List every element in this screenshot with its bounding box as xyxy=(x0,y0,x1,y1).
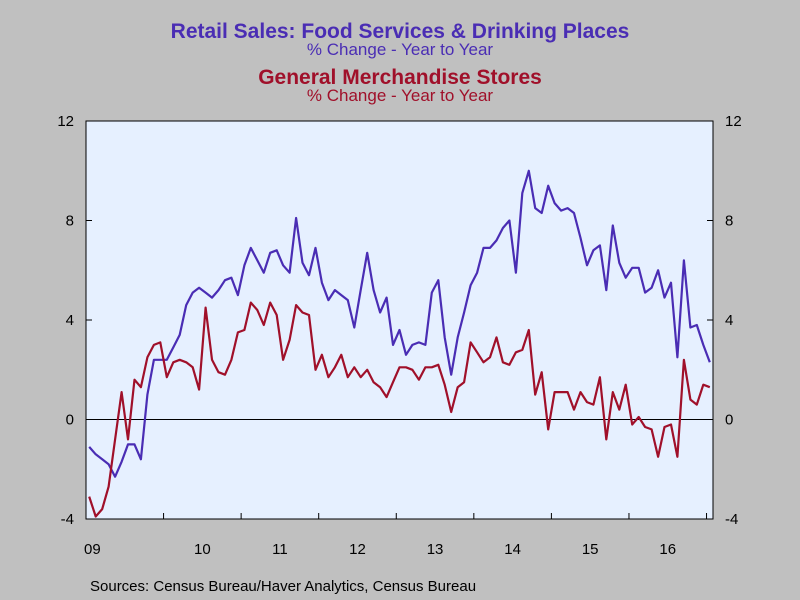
y-tick-label-left: 4 xyxy=(66,312,74,329)
x-tick-label: 10 xyxy=(194,541,211,558)
y-tick-label-left: 0 xyxy=(66,412,74,429)
series-line-general-merchandise xyxy=(88,301,711,518)
y-tick-label-right: 12 xyxy=(725,113,742,130)
series2-title: General Merchandise Stores xyxy=(258,66,542,89)
y-tick-label-right: 0 xyxy=(725,412,733,429)
x-tick-label: 13 xyxy=(427,541,444,558)
series1-subtitle: % Change - Year to Year xyxy=(306,40,494,59)
plot-area xyxy=(85,120,714,520)
y-tick-label-right: 8 xyxy=(725,213,733,230)
series-line-food-services xyxy=(88,169,711,478)
x-tick-label: 15 xyxy=(582,541,599,558)
source-note: Sources: Census Bureau/Haver Analytics, … xyxy=(90,578,477,595)
y-tick-label-left: 8 xyxy=(66,213,74,230)
x-tick-label: 14 xyxy=(504,541,521,558)
series2-subtitle: % Change - Year to Year xyxy=(306,86,494,105)
y-tick-label-left: 12 xyxy=(57,113,74,130)
x-tick-label: 09 xyxy=(84,541,101,558)
x-tick-label: 16 xyxy=(659,541,676,558)
y-tick-label-left: -4 xyxy=(61,511,74,528)
series1-title: Retail Sales: Food Services & Drinking P… xyxy=(170,20,630,43)
y-tick-label-right: 4 xyxy=(725,312,733,329)
x-tick-label: 12 xyxy=(349,541,366,558)
y-tick-label-right: -4 xyxy=(725,511,738,528)
x-tick-label: 11 xyxy=(272,541,288,558)
